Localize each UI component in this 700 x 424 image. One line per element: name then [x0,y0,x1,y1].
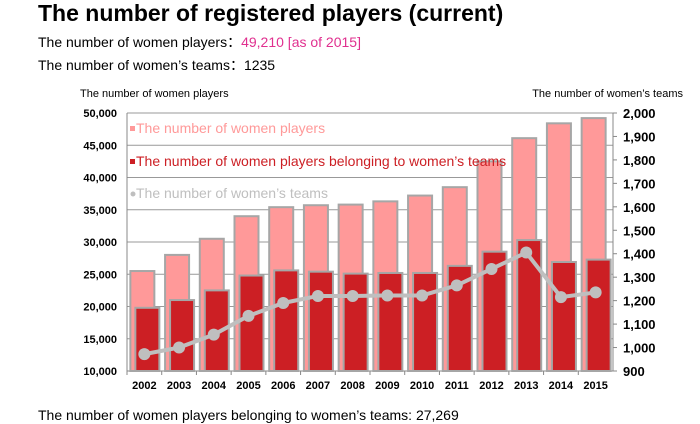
y2-tick-label: 1,200 [623,294,656,309]
x-tick-label: 2006 [271,380,295,392]
legend-label: The number of women’s teams [136,185,328,201]
x-tick-label: 2007 [306,380,330,392]
y-tick-label: 20,000 [83,302,117,314]
x-tick-label: 2011 [445,380,469,392]
bar-belonging [516,239,543,372]
bar-belonging [377,271,404,372]
x-tick-label: 2013 [514,380,538,392]
women-players-line: The number of women players：49,210 [as o… [38,32,361,52]
bar-belonging [238,274,265,373]
x-tick-label: 2012 [479,380,503,392]
bar-belonging [134,306,161,373]
x-tick-label: 2014 [549,380,574,392]
bar-belonging [550,260,577,372]
y2-tick-label: 2,000 [623,106,656,121]
bar-belonging [412,271,439,372]
bar-belonging [342,272,369,373]
y2-tick-label: 1,600 [623,200,656,215]
teams-line [143,250,596,357]
teams-point [207,328,220,341]
teams-point [450,279,463,292]
teams-point [520,246,533,259]
y-tick-label: 25,000 [83,269,117,281]
x-tick-label: 2008 [340,380,364,392]
teams-point [589,286,602,299]
teams-point [381,289,394,302]
y2-tick-label: 1,400 [623,247,656,262]
bar-belonging [169,299,196,372]
teams-point [277,296,290,309]
teams-point [554,291,567,304]
legend-label: The number of women players belonging to… [136,153,506,169]
women-players-label: The number of women players： [38,34,242,50]
y-tick-label: 10,000 [83,366,117,378]
legend-label: The number of women players [136,120,325,136]
y2-tick-label: 1,800 [623,153,656,168]
page-title: The number of registered players (curren… [38,0,504,26]
x-tick-label: 2015 [583,380,607,392]
y-tick-label: 40,000 [83,173,117,185]
legend-swatch [130,126,135,131]
y-tick-label: 30,000 [83,237,117,249]
x-tick-label: 2009 [375,380,399,392]
left-axis-label: The number of women players [80,88,229,100]
bar-belonging [273,269,300,373]
belonging-line: The number of women players belonging to… [38,407,459,423]
y2-tick-label: 1,700 [623,176,656,191]
x-tick-label: 2003 [167,380,191,392]
y2-tick-label: 900 [623,364,645,379]
teams-point [173,341,186,354]
x-tick-label: 2005 [236,380,260,392]
x-tick-label: 2010 [410,380,434,392]
teams-line: The number of women’s teams：1235 [38,57,276,73]
teams-point [346,289,359,302]
y2-tick-label: 1,500 [623,223,656,238]
teams-point [485,262,498,275]
teams-point [242,309,255,322]
y-tick-label: 15,000 [83,334,117,346]
y2-tick-label: 1,000 [623,341,656,356]
y2-tick-label: 1,300 [623,270,656,285]
teams-point [138,348,151,361]
bar-belonging [585,258,612,373]
x-tick-label: 2004 [202,380,227,392]
y-tick-label: 50,000 [83,108,117,120]
legend-swatch [130,159,135,164]
legend-swatch [130,191,136,197]
y-tick-label: 45,000 [83,140,117,152]
y2-tick-label: 1,100 [623,317,656,332]
bar-belonging [307,270,334,373]
y2-tick-label: 1,900 [623,129,656,144]
right-axis-label: The number of women’s teams [532,88,683,100]
teams-point [416,289,429,302]
x-tick-label: 2002 [132,380,156,392]
teams-point [311,289,324,302]
women-players-value: 49,210 [as of 2015] [241,34,361,50]
y-tick-label: 35,000 [83,205,117,217]
